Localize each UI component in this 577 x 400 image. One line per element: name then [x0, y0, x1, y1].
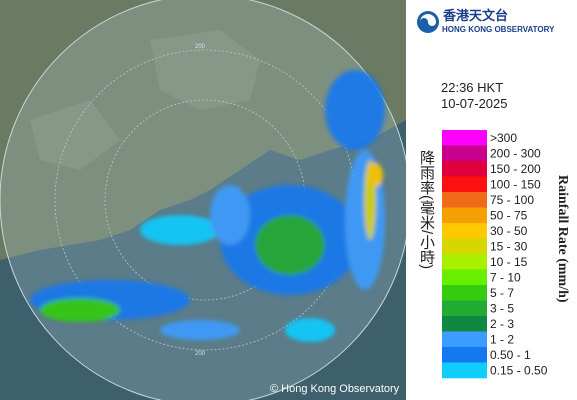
legend-swatch: [442, 316, 487, 332]
legend-label: 15 - 30: [490, 239, 528, 253]
legend-swatch: [442, 161, 487, 177]
range-label: 200: [195, 351, 206, 357]
legend-title-zh: 降雨率(毫米/小時): [418, 150, 435, 270]
legend-swatch: [442, 269, 487, 286]
legend-label: 10 - 15: [490, 255, 528, 269]
legend-swatch: [442, 238, 487, 255]
logo: [417, 11, 439, 33]
legend-label: 7 - 10: [490, 270, 521, 284]
legend-label: 30 - 50: [490, 224, 528, 238]
legend-swatch: [442, 285, 487, 301]
legend-label: 1 - 2: [490, 332, 514, 346]
land-detail: [30, 30, 260, 170]
legend-label: 2 - 3: [490, 317, 514, 331]
logo-title-zh: 香港天文台: [442, 8, 508, 23]
legend-swatch: [442, 254, 487, 270]
legend-label: 5 - 7: [490, 286, 514, 300]
legend-label: 100 - 150: [490, 177, 541, 191]
land: [0, 0, 406, 260]
map-layer: [0, 0, 406, 400]
legend-swatch: [442, 331, 487, 348]
legend-swatch: [442, 223, 487, 239]
time: 22:36 HKT: [441, 80, 503, 95]
legend-label: 150 - 200: [490, 162, 541, 176]
legend-label: 50 - 75: [490, 208, 528, 222]
legend-label: 0.50 - 1: [490, 348, 531, 362]
range-label: 200: [195, 44, 206, 50]
copyright: © Hong Kong Observatory: [270, 383, 400, 395]
side-panel: [406, 0, 577, 400]
legend-label: 0.15 - 0.50: [490, 363, 548, 377]
legend-swatch: [442, 176, 487, 193]
legend-swatch: [442, 207, 487, 224]
legend-swatch: [442, 192, 487, 208]
legend-label: 200 - 300: [490, 146, 541, 160]
legend-swatch: [442, 347, 487, 363]
legend-swatch: [442, 145, 487, 162]
legend-swatch: [442, 300, 487, 317]
legend-label: 3 - 5: [490, 301, 514, 315]
echoes: [30, 70, 385, 342]
legend-swatch: [442, 130, 487, 146]
date: 10-07-2025: [441, 96, 508, 111]
legend-label: >300: [490, 131, 517, 145]
logo-title-en: HONG KONG OBSERVATORY: [442, 25, 555, 34]
legend-swatch: [442, 362, 487, 379]
legend-label: 75 - 100: [490, 193, 534, 207]
legend-title-en: Rainfall Rate (mm/h): [555, 175, 570, 303]
